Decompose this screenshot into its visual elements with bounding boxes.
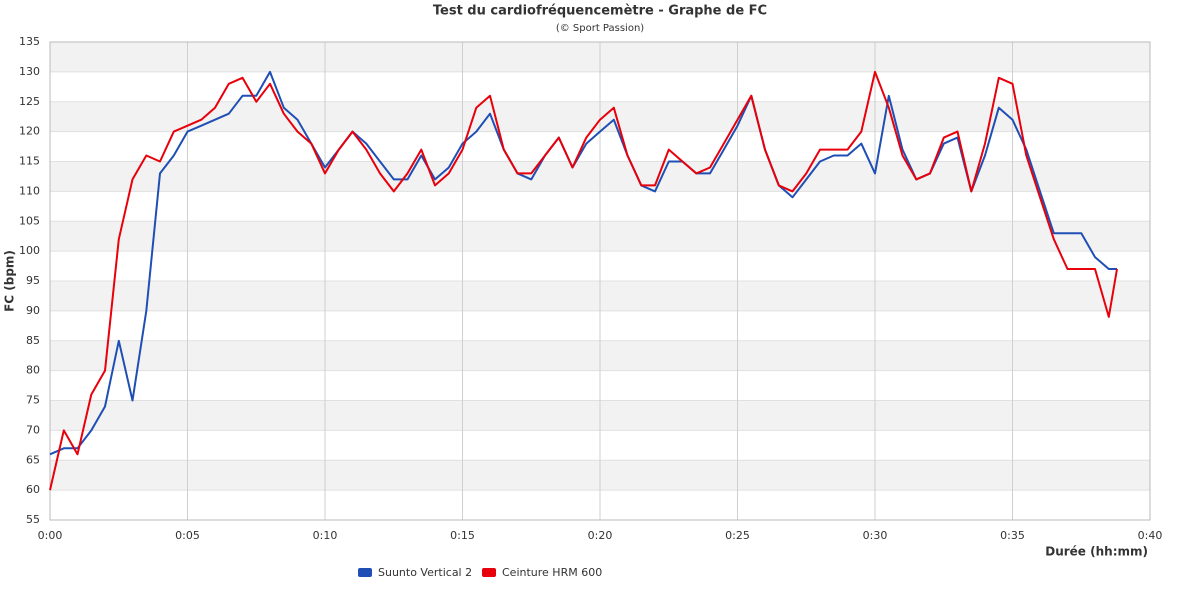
x-tick-label: 0:20: [588, 529, 613, 542]
series-line: [49, 70, 1117, 456]
y-tick-label: 65: [26, 453, 40, 466]
x-tick-label: 0:30: [863, 529, 888, 542]
series-line: [49, 70, 1118, 491]
y-tick-label: 105: [19, 214, 40, 227]
x-tick-label: 0:05: [175, 529, 200, 542]
y-tick-label: 55: [26, 513, 40, 526]
y-tick-label: 120: [19, 125, 40, 138]
y-tick-label: 110: [19, 184, 40, 197]
x-axis-label: Durée (hh:mm): [1045, 545, 1148, 559]
x-tick-label: 0:00: [38, 529, 63, 542]
y-tick-label: 70: [26, 423, 40, 436]
y-tick-label: 75: [26, 394, 40, 407]
legend-swatch: [358, 568, 372, 577]
chart-title: Test du cardiofréquencemètre - Graphe de…: [433, 4, 767, 19]
legend-swatch: [482, 568, 496, 577]
x-tick-label: 0:10: [313, 529, 338, 542]
y-tick-label: 95: [26, 274, 40, 287]
y-axis-label: FC (bpm): [3, 250, 17, 312]
plot-border: [49, 41, 1151, 521]
x-tick-label: 0:15: [450, 529, 475, 542]
y-tick-label: 80: [26, 364, 40, 377]
chart-subtitle: (© Sport Passion): [556, 23, 644, 34]
legend-label: Suunto Vertical 2: [378, 566, 472, 579]
y-tick-label: 130: [19, 65, 40, 78]
y-tick-label: 125: [19, 95, 40, 108]
x-tick-label: 0:25: [725, 529, 750, 542]
x-tick-label: 0:35: [1000, 529, 1025, 542]
legend-label: Ceinture HRM 600: [502, 566, 602, 579]
y-tick-label: 60: [26, 483, 40, 496]
y-tick-label: 135: [19, 35, 40, 48]
y-tick-label: 115: [19, 155, 40, 168]
y-tick-label: 85: [26, 334, 40, 347]
y-tick-label: 90: [26, 304, 40, 317]
x-tick-label: 0:40: [1138, 529, 1163, 542]
y-tick-label: 100: [19, 244, 40, 257]
